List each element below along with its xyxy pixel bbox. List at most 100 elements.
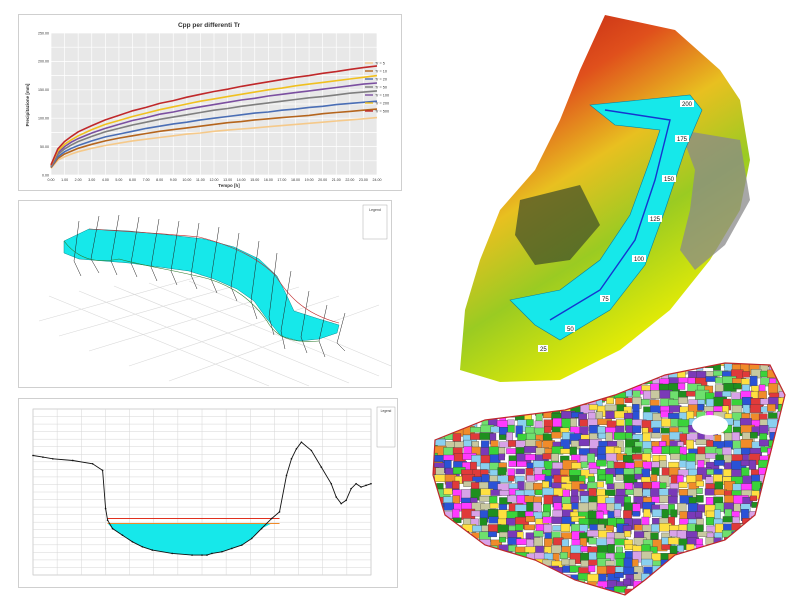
x-tick-label: 9.00 <box>170 178 177 182</box>
land-use-patch <box>496 392 512 401</box>
land-use-patch <box>435 587 451 595</box>
land-use-patch <box>497 376 507 384</box>
land-use-patch <box>758 502 774 509</box>
land-use-patch <box>534 474 546 481</box>
land-use-patch <box>713 459 725 466</box>
land-use-patch <box>596 481 604 488</box>
ground-point <box>270 517 273 520</box>
land-use-patch <box>641 558 654 566</box>
land-use-patch <box>713 574 724 584</box>
land-use-patch <box>777 462 785 471</box>
land-use-patch <box>748 594 758 595</box>
land-use-patch <box>588 383 596 391</box>
land-use-patch <box>767 552 780 563</box>
ground-point <box>360 486 362 488</box>
land-use-patch <box>490 385 504 393</box>
land-use-patch <box>499 567 506 578</box>
land-use-patch <box>776 363 785 367</box>
x-tick-label: 2.00 <box>75 178 82 182</box>
land-use-patch <box>433 572 440 584</box>
land-use-patch <box>506 363 521 366</box>
land-use-patch <box>787 384 800 389</box>
land-use-patch <box>434 378 442 391</box>
land-use-patch <box>499 536 506 543</box>
ground-point <box>121 534 124 536</box>
land-use-patch <box>796 504 800 512</box>
land-use-patch <box>632 369 641 377</box>
land-use-patch <box>470 433 481 440</box>
ground-point <box>206 554 208 556</box>
land-use-patch <box>497 467 507 476</box>
land-use-patch <box>777 594 785 595</box>
land-use-patch <box>535 377 543 388</box>
land-use-patch <box>670 593 678 595</box>
land-use-patch <box>488 364 498 372</box>
land-use-patch <box>712 593 723 595</box>
land-use-patch <box>453 565 464 578</box>
land-use-patch <box>588 552 597 561</box>
land-use-patch <box>498 572 507 585</box>
land-use-patch <box>488 363 498 365</box>
land-use-patch <box>731 551 743 558</box>
land-use-patch <box>472 586 479 595</box>
land-use-patch <box>479 378 492 390</box>
land-use-patch <box>598 363 614 366</box>
land-use-patch <box>544 426 552 433</box>
land-use-patch <box>670 560 679 571</box>
land-use-patch <box>437 357 448 363</box>
land-use-patch <box>544 398 560 409</box>
land-use-patch <box>562 397 576 403</box>
land-use-patch <box>425 526 432 538</box>
land-use-patch <box>534 567 547 574</box>
land-use-patch <box>786 567 792 574</box>
land-use-patch <box>786 454 793 463</box>
land-use-patch <box>670 565 684 578</box>
land-use-patch <box>795 435 800 444</box>
land-use-patch <box>533 502 542 513</box>
land-use-patch <box>697 403 704 411</box>
land-use-patch <box>578 592 587 595</box>
land-use-patch <box>786 364 792 372</box>
land-use-patch <box>499 434 507 440</box>
land-use-patch <box>480 370 490 381</box>
legend-entry: Tr = 50 <box>375 85 387 89</box>
land-use-patch <box>479 517 488 527</box>
land-use-patch <box>787 530 800 537</box>
land-use-patch <box>490 572 504 583</box>
land-use-patch <box>434 523 444 535</box>
land-use-patch <box>553 371 566 383</box>
land-use-patch <box>453 552 462 563</box>
land-use-patch <box>641 399 650 406</box>
land-use-patch <box>796 364 800 372</box>
land-use-patch <box>489 502 499 509</box>
land-use-patch <box>506 588 516 595</box>
land-use-patch <box>696 488 703 494</box>
cross-section-legend-title: Legend <box>381 409 392 413</box>
land-use-patch <box>470 426 483 433</box>
land-use-patch <box>562 363 578 369</box>
land-use-patch <box>479 390 488 401</box>
right-bank-profile <box>88 228 340 324</box>
ground-point <box>355 482 357 485</box>
land-use-patch <box>650 524 660 533</box>
land-use-patch <box>552 396 561 407</box>
land-use-patch <box>615 363 625 371</box>
x-tick-label: 7.00 <box>143 178 150 182</box>
land-use-patch <box>796 392 800 399</box>
land-use-patch <box>677 363 689 369</box>
land-use-patch <box>445 383 459 391</box>
land-use-patch <box>481 594 491 595</box>
land-use-patch <box>669 363 677 364</box>
ground-point <box>141 545 144 548</box>
land-use-patch <box>723 468 733 477</box>
legend-entry: Tr = 10 <box>375 69 387 73</box>
land-use-patch <box>669 573 683 583</box>
land-use-patch <box>625 389 633 397</box>
x-tick-label: 4.00 <box>102 178 109 182</box>
ground-point <box>201 554 203 556</box>
land-use-patch <box>796 453 800 459</box>
land-use-patch <box>434 399 448 411</box>
land-use-patch <box>786 552 800 558</box>
land-use-patch <box>433 392 439 404</box>
land-use-patch <box>749 552 761 563</box>
